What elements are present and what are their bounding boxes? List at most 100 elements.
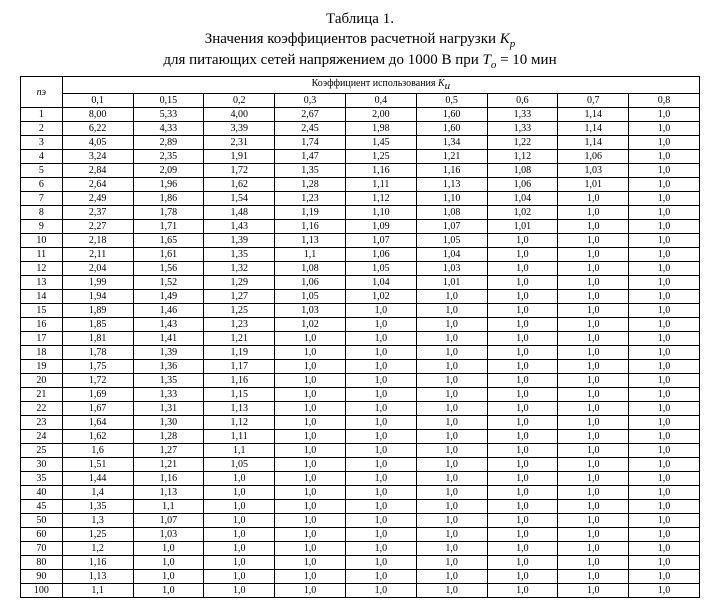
- cell: 1,61: [133, 248, 204, 262]
- cell: 1,05: [204, 458, 275, 472]
- cell: 1,05: [345, 262, 416, 276]
- cell: 1,0: [204, 584, 275, 598]
- cell: 1,0: [487, 402, 558, 416]
- cell: 1,62: [204, 178, 275, 192]
- cell: 1,0: [345, 332, 416, 346]
- table-header-row1: nэ Коэффициент использования Ки: [21, 77, 700, 94]
- cell: 1,0: [487, 290, 558, 304]
- cell: 1,22: [487, 136, 558, 150]
- table-row: 901,131,01,01,01,01,01,01,01,0: [21, 570, 700, 584]
- cell: 1,0: [416, 332, 487, 346]
- cell: 1,0: [487, 304, 558, 318]
- coefficients-table: nэ Коэффициент использования Ки 0,10,150…: [20, 76, 700, 598]
- cell: 2,18: [62, 234, 133, 248]
- cell: 1,74: [275, 136, 346, 150]
- cell: 1,0: [416, 374, 487, 388]
- col-header: 0,6: [487, 94, 558, 108]
- cell: 2,27: [62, 220, 133, 234]
- cell: 1,0: [558, 542, 629, 556]
- cell: 1,0: [275, 556, 346, 570]
- cell: 1,0: [629, 136, 700, 150]
- cell: 1,81: [62, 332, 133, 346]
- cell: 1,06: [345, 248, 416, 262]
- cell: 4,05: [62, 136, 133, 150]
- cell: 1,64: [62, 416, 133, 430]
- cell: 1,10: [416, 192, 487, 206]
- table-row: 171,811,411,211,01,01,01,01,01,0: [21, 332, 700, 346]
- cell: 1,60: [416, 122, 487, 136]
- cell: 1,0: [345, 416, 416, 430]
- cell: 1,05: [416, 234, 487, 248]
- cell: 1,0: [345, 318, 416, 332]
- cell: 1,0: [558, 584, 629, 598]
- cell: 1,16: [133, 472, 204, 486]
- cell: 1,0: [487, 556, 558, 570]
- cell: 1,04: [487, 192, 558, 206]
- cell: 1,13: [275, 234, 346, 248]
- col-header: 0,7: [558, 94, 629, 108]
- cell: 1,0: [133, 556, 204, 570]
- row-index: 7: [21, 192, 63, 206]
- cell: 1,65: [133, 234, 204, 248]
- cell: 1,52: [133, 276, 204, 290]
- cell: 1,0: [558, 472, 629, 486]
- table-row: 72,491,861,541,231,121,101,041,01,0: [21, 192, 700, 206]
- cell: 1,0: [629, 486, 700, 500]
- row-index: 35: [21, 472, 63, 486]
- cell: 1,0: [487, 500, 558, 514]
- cell: 1,12: [487, 150, 558, 164]
- row-index: 4: [21, 150, 63, 164]
- cell: 1,4: [62, 486, 133, 500]
- cell: 1,0: [487, 360, 558, 374]
- cell: 1,16: [416, 164, 487, 178]
- cell: 1,28: [275, 178, 346, 192]
- cell: 1,0: [487, 318, 558, 332]
- cell: 1,0: [629, 458, 700, 472]
- cell: 1,0: [558, 276, 629, 290]
- table-row: 26,224,333,392,451,981,601,331,141,0: [21, 122, 700, 136]
- cell: 1,0: [275, 570, 346, 584]
- cell: 1,0: [558, 556, 629, 570]
- cell: 1,19: [204, 346, 275, 360]
- cell: 5,33: [133, 108, 204, 122]
- cell: 1,01: [487, 220, 558, 234]
- cell: 1,0: [275, 472, 346, 486]
- cell: 1,0: [629, 122, 700, 136]
- cell: 1,91: [204, 150, 275, 164]
- cell: 1,27: [204, 290, 275, 304]
- cell: 1,02: [487, 206, 558, 220]
- table-row: 221,671,311,131,01,01,01,01,01,0: [21, 402, 700, 416]
- cell: 2,64: [62, 178, 133, 192]
- row-index: 13: [21, 276, 63, 290]
- cell: 1,94: [62, 290, 133, 304]
- cell: 1,44: [62, 472, 133, 486]
- table-row: 501,31,071,01,01,01,01,01,01,0: [21, 514, 700, 528]
- header-group: Коэффициент использования Ки: [62, 77, 699, 94]
- cell: 1,0: [487, 570, 558, 584]
- cell: 1,0: [629, 178, 700, 192]
- cell: 1,0: [204, 542, 275, 556]
- cell: 1,86: [133, 192, 204, 206]
- cell: 1,07: [345, 234, 416, 248]
- cell: 1,75: [62, 360, 133, 374]
- cell: 1,14: [558, 108, 629, 122]
- cell: 1,0: [275, 500, 346, 514]
- cell: 1,48: [204, 206, 275, 220]
- cell: 1,0: [558, 248, 629, 262]
- cell: 1,41: [133, 332, 204, 346]
- row-index: 3: [21, 136, 63, 150]
- cell: 1,27: [133, 444, 204, 458]
- cell: 2,31: [204, 136, 275, 150]
- row-index: 17: [21, 332, 63, 346]
- cell: 1,0: [629, 542, 700, 556]
- col-header: 0,1: [62, 94, 133, 108]
- cell: 1,0: [275, 486, 346, 500]
- cell: 1,12: [204, 416, 275, 430]
- cell: 6,22: [62, 122, 133, 136]
- cell: 1,01: [416, 276, 487, 290]
- cell: 1,0: [345, 388, 416, 402]
- row-index: 6: [21, 178, 63, 192]
- cell: 1,28: [133, 430, 204, 444]
- cell: 1,0: [204, 514, 275, 528]
- cell: 1,0: [275, 430, 346, 444]
